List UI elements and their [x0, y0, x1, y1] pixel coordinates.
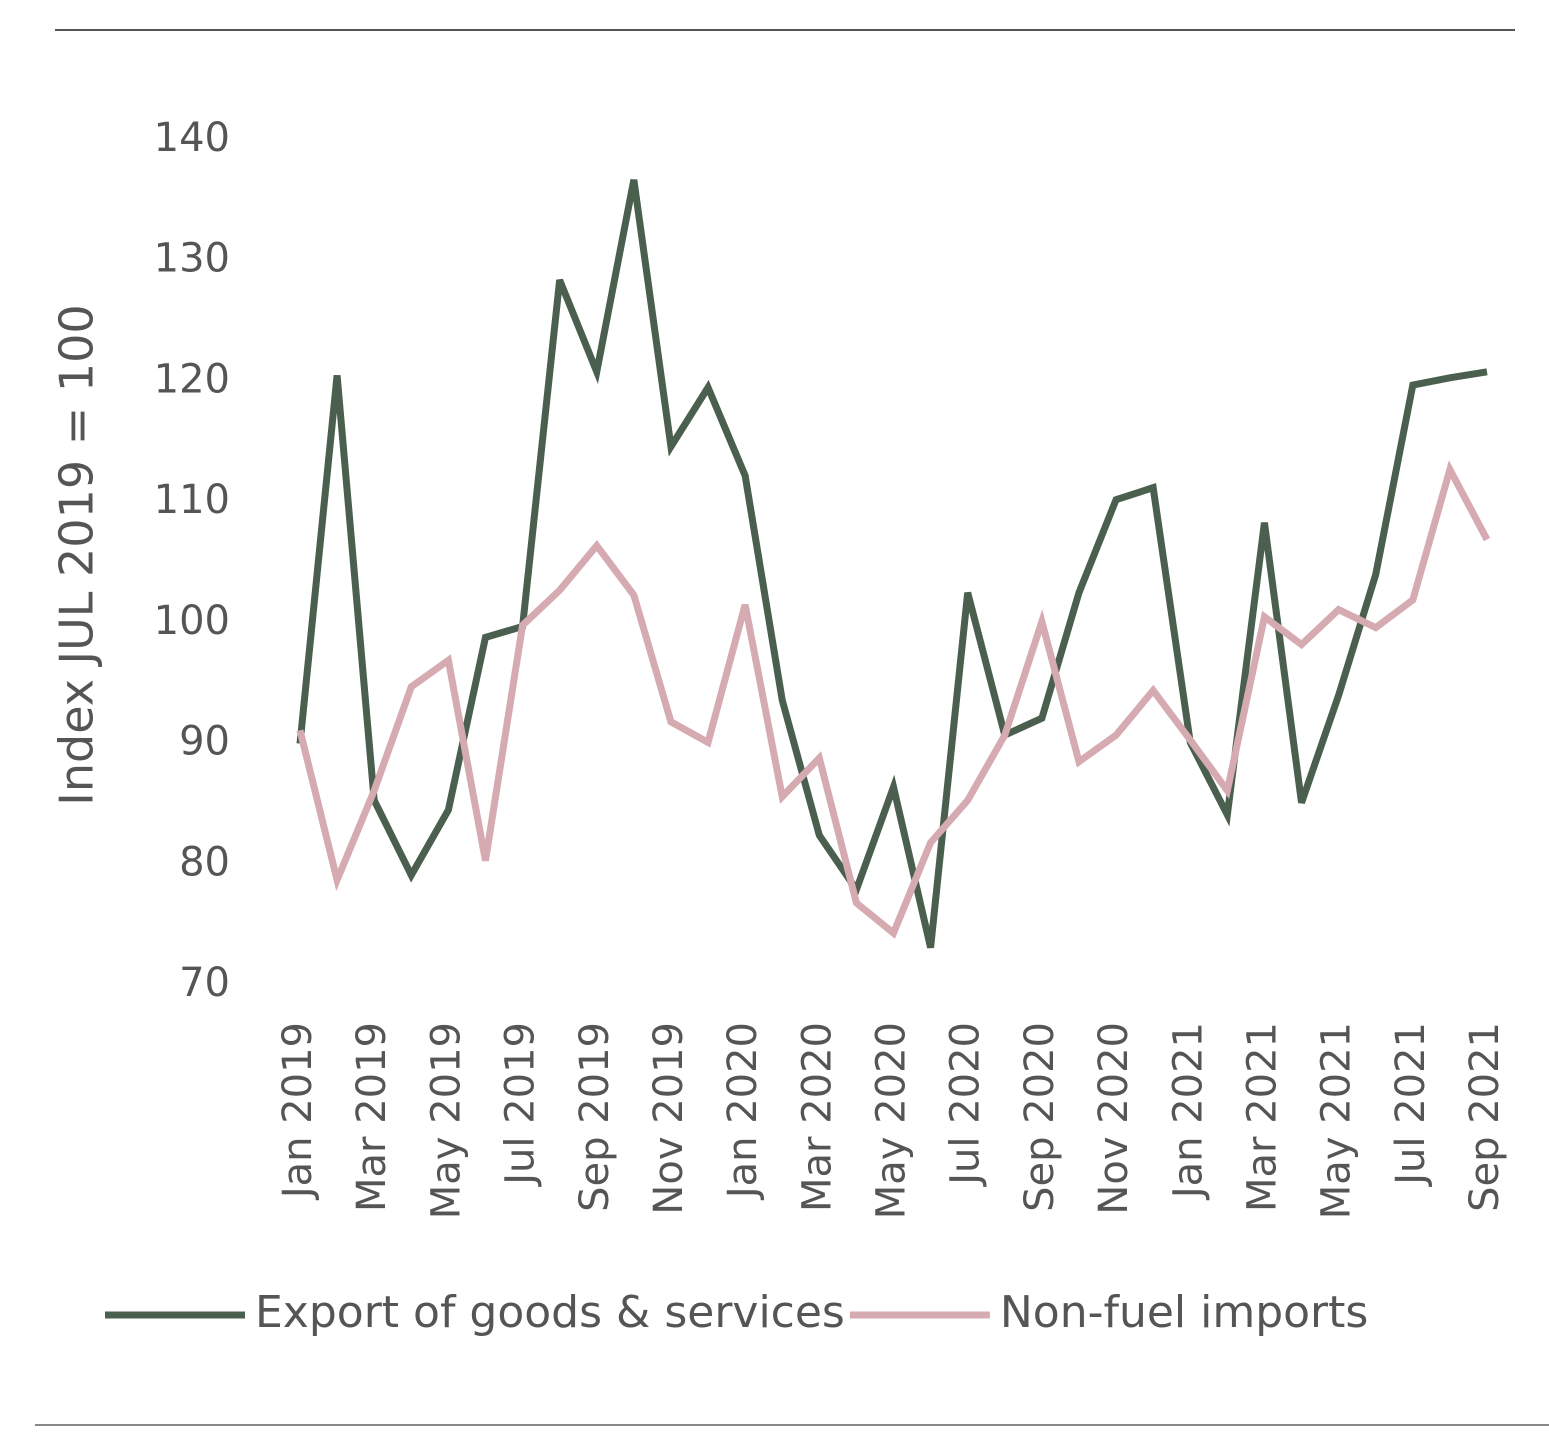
legend: Export of goods & services Non-fuel impor… [105, 1287, 1368, 1338]
x-tick-label: Nov 2020 [1091, 1022, 1137, 1215]
x-tick-label: Mar 2021 [1239, 1022, 1285, 1212]
x-tick-label: May 2021 [1314, 1022, 1360, 1219]
y-tick-label: 140 [154, 115, 230, 161]
x-tick-label: Sep 2019 [572, 1022, 618, 1212]
x-tick-label: Jul 2019 [498, 1022, 544, 1188]
series-line [296, 179, 1488, 949]
legend-label: Export of goods & services [255, 1287, 845, 1338]
x-tick-label: Jan 2020 [720, 1022, 766, 1201]
x-tick-label: Mar 2019 [349, 1022, 395, 1212]
legend-label: Non-fuel imports [1000, 1287, 1368, 1338]
y-axis-label: Index JUL 2019 = 100 [50, 304, 104, 805]
y-tick-label: 80 [179, 839, 230, 885]
series-line [296, 460, 1491, 939]
x-tick-label: Jul 2020 [943, 1022, 989, 1188]
y-tick-label: 70 [179, 960, 230, 1006]
y-tick-label: 130 [154, 236, 230, 282]
x-tick-label: Nov 2019 [646, 1022, 692, 1215]
y-tick-label: 100 [154, 598, 230, 644]
x-tick-label: Sep 2020 [1017, 1022, 1063, 1212]
y-tick-label: 110 [154, 477, 230, 523]
y-tick-label: 90 [179, 719, 230, 765]
y-tick-label: 120 [154, 356, 230, 402]
x-tick-label: Jul 2021 [1388, 1022, 1434, 1188]
x-tick-label: Sep 2021 [1462, 1022, 1508, 1212]
x-tick-label: May 2019 [423, 1022, 469, 1219]
x-tick-label: Mar 2020 [794, 1022, 840, 1212]
x-tick-label: Jan 2019 [275, 1022, 321, 1201]
x-tick-label: Jan 2021 [1165, 1022, 1211, 1201]
x-tick-label: May 2020 [869, 1022, 915, 1219]
